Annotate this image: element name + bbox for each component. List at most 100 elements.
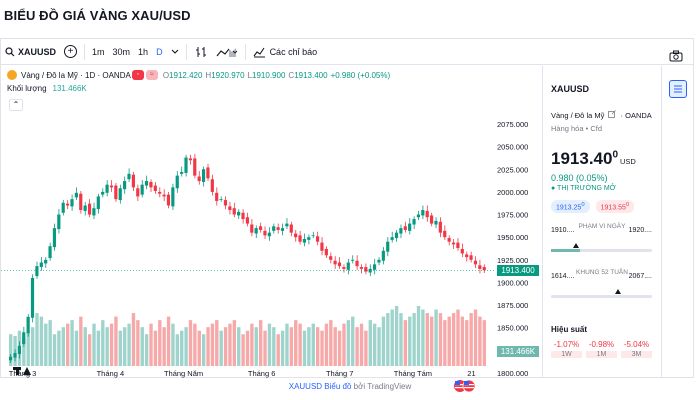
volume-bar <box>101 320 105 366</box>
screenshot-button[interactable] <box>665 43 687 69</box>
x-tick-label: Tháng Tám <box>394 369 432 378</box>
volume-bar <box>438 313 443 366</box>
indicators-label: Các chỉ báo <box>269 46 318 57</box>
performance-label: 3M <box>621 351 652 359</box>
search-icon <box>5 46 15 56</box>
interval-30m[interactable]: 30m <box>112 46 131 57</box>
volume-bar <box>447 316 451 366</box>
candle-body <box>324 248 328 256</box>
currency-flag-icon[interactable]: ≈ <box>145 70 158 80</box>
candle-body <box>368 268 372 273</box>
performance-1m[interactable]: -0.98% 1M <box>586 340 617 359</box>
interval-1h[interactable]: 1h <box>138 46 149 57</box>
candle-body <box>17 345 21 354</box>
details-toggle-button[interactable] <box>669 80 687 98</box>
candle-body <box>30 277 35 318</box>
performance-3m[interactable]: -5.04% 3M <box>621 340 652 359</box>
volume-bar <box>52 334 57 366</box>
candle-body <box>131 174 135 188</box>
volume-bar <box>258 320 263 366</box>
volume-bar <box>421 309 425 366</box>
candle-body <box>456 242 460 249</box>
candle-body <box>44 259 48 264</box>
tradingview-logo[interactable] <box>13 366 33 379</box>
volume-bar <box>311 323 315 366</box>
y-tick-label: 1925.000 <box>497 256 528 265</box>
volume-bar <box>315 327 320 366</box>
candle-body <box>166 194 171 206</box>
flag-icons <box>454 379 476 393</box>
candle-body <box>315 236 320 242</box>
candle-body <box>394 232 399 239</box>
candle-body <box>416 214 421 218</box>
candle-body <box>478 265 482 269</box>
event-markers[interactable] <box>453 379 477 398</box>
page-title: BIỂU ĐỒ GIÁ VÀNG XAU/USD <box>4 8 191 23</box>
volume-bar <box>144 334 149 366</box>
sell-flag-icon[interactable]: ◦ <box>131 70 144 80</box>
volume-bar <box>399 313 403 366</box>
interval-1m[interactable]: 1m <box>92 46 105 57</box>
day-range-high: 1920.... <box>628 227 652 235</box>
volume-bar <box>166 316 171 366</box>
week52-range-low: 1614.... <box>551 273 575 281</box>
collapse-legend-button[interactable]: ⌃ <box>9 99 23 111</box>
footer-link[interactable]: XAUUSD Biểu đồ <box>288 382 352 391</box>
candle-body <box>39 262 43 268</box>
tradingview-logo-icon <box>13 367 31 375</box>
chart-style-button[interactable] <box>212 39 242 65</box>
volume-bar <box>394 306 399 366</box>
details-broker: OANDA <box>625 111 652 120</box>
candle-body <box>241 212 245 220</box>
chevron-down-icon <box>171 49 178 54</box>
candle-body <box>22 332 26 345</box>
interval-dropdown[interactable] <box>167 39 183 65</box>
y-tick-label: 1800.000 <box>497 369 528 378</box>
candle-body <box>263 230 267 236</box>
candle-body <box>193 158 197 176</box>
candle-body <box>429 215 434 224</box>
details-type: Hàng hóa • Cfd <box>551 124 602 133</box>
chart-area[interactable]: 2075.000 2050.000 2025.000 2000.000 1975.000… <box>1 66 541 393</box>
day-range-bar <box>551 249 652 253</box>
compare-symbol-button[interactable]: + <box>60 39 81 65</box>
week52-range-label: KHUNG 52 TUẦN <box>576 269 628 277</box>
toolbar-divider <box>84 43 86 60</box>
candle-body <box>280 228 285 231</box>
volume-bar <box>114 316 118 366</box>
volume-bar <box>210 323 215 366</box>
volume-bar <box>429 316 434 366</box>
candle-body <box>425 210 429 218</box>
candle-body <box>219 199 223 200</box>
candle-body <box>87 203 92 215</box>
candle-body <box>307 237 311 240</box>
open-value: 1912.420 <box>169 70 203 80</box>
external-link-icon[interactable] <box>608 110 617 118</box>
candle-body <box>105 184 109 193</box>
volume-bar <box>158 320 162 366</box>
interval-1d[interactable]: D <box>156 46 163 57</box>
week52-range-marker <box>614 289 621 295</box>
candle-body <box>66 203 70 206</box>
price-chart[interactable]: 2075.000 2050.000 2025.000 2000.000 1975.000… <box>1 66 541 378</box>
candle-body <box>48 246 52 259</box>
bar-style-button[interactable] <box>190 39 212 65</box>
indicators-button[interactable]: Các chỉ báo <box>249 39 322 65</box>
volume-bar <box>237 327 241 366</box>
legend-title: Vàng / Đô la Mỹ · 1D · OANDA <box>21 70 131 80</box>
volume-bar <box>443 320 447 366</box>
volume-bar <box>35 313 39 366</box>
candle-body <box>228 206 232 211</box>
candle-body <box>298 235 302 242</box>
details-description-text: Vàng / Đô la Mỹ <box>551 111 605 120</box>
candle-body <box>175 175 179 189</box>
candle-body <box>267 232 271 237</box>
volume-label: Khối lượng <box>7 84 47 93</box>
symbol-search[interactable]: XAUUSD <box>1 39 60 65</box>
volume-bar <box>105 327 109 366</box>
candle-body <box>162 194 166 197</box>
performance-1w[interactable]: -1.07% 1W <box>551 340 582 359</box>
candle-body <box>355 260 359 267</box>
high-value: 1920.970 <box>211 70 245 80</box>
volume-bar <box>219 330 223 366</box>
